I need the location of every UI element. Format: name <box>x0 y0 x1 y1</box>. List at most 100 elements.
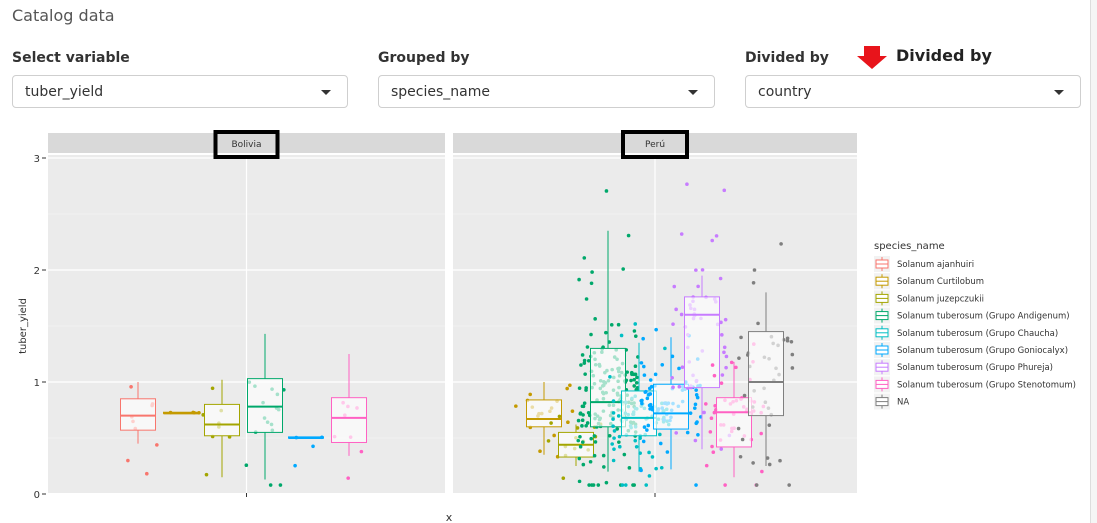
data-point <box>625 370 630 374</box>
data-point <box>719 381 724 385</box>
box <box>748 331 784 417</box>
facet-label-highlight <box>621 130 689 159</box>
box <box>331 397 367 443</box>
data-point <box>674 431 679 435</box>
data-point <box>722 188 727 193</box>
data-point <box>359 449 364 454</box>
data-point <box>293 463 297 468</box>
data-point <box>144 471 149 476</box>
data-point <box>578 412 583 416</box>
chevron-down-icon <box>1054 90 1064 95</box>
data-point <box>790 352 795 357</box>
data-point <box>611 411 616 415</box>
data-point <box>639 468 643 473</box>
y-tick-label: 3 <box>34 154 40 165</box>
data-point <box>665 450 670 454</box>
data-point <box>639 361 644 365</box>
data-point <box>593 317 597 321</box>
box <box>653 383 689 430</box>
data-point <box>704 463 709 468</box>
data-point <box>642 373 647 377</box>
box <box>684 296 720 389</box>
data-point <box>708 430 713 434</box>
data-point <box>654 327 658 332</box>
data-point <box>587 483 591 487</box>
select-variable-value: tuber_yield <box>25 84 104 100</box>
data-point <box>634 381 639 385</box>
data-point <box>596 483 601 487</box>
legend-title: species_name <box>874 241 945 252</box>
data-point <box>640 401 644 406</box>
data-point <box>565 386 569 391</box>
data-point <box>751 461 755 465</box>
data-point <box>685 430 690 435</box>
data-point <box>579 363 583 367</box>
data-point <box>580 353 585 357</box>
data-point <box>647 474 652 478</box>
data-point <box>582 358 587 363</box>
data-point <box>611 424 615 429</box>
data-point <box>618 444 622 449</box>
data-point <box>633 364 638 368</box>
data-point <box>648 402 653 407</box>
data-point <box>694 483 698 487</box>
data-point <box>577 277 581 282</box>
data-point <box>679 232 684 236</box>
data-point <box>278 483 283 487</box>
data-point <box>561 476 566 480</box>
data-point <box>601 453 606 458</box>
chevron-down-icon <box>321 90 331 95</box>
data-point <box>722 345 727 350</box>
down-arrow-icon <box>857 46 887 69</box>
data-point <box>714 234 719 238</box>
data-point <box>582 361 587 365</box>
data-point <box>719 320 723 325</box>
data-point <box>649 384 654 389</box>
data-point <box>677 366 681 371</box>
data-point <box>658 432 662 437</box>
data-point <box>767 462 772 467</box>
data-point <box>693 406 697 410</box>
facet-label: Perú <box>645 140 665 150</box>
grouped-by-label: Grouped by <box>378 50 470 66</box>
data-point <box>268 483 273 487</box>
data-point <box>710 444 714 449</box>
data-point <box>742 393 747 398</box>
data-point <box>643 390 648 394</box>
divided-by-dropdown[interactable]: country <box>745 75 1081 108</box>
data-point <box>580 418 585 422</box>
data-point <box>582 256 587 260</box>
data-point <box>641 439 646 444</box>
data-point <box>644 483 649 487</box>
box <box>590 347 626 428</box>
grouped-by-dropdown[interactable]: species_name <box>378 75 715 108</box>
data-point <box>586 411 591 415</box>
box <box>204 403 240 437</box>
facet-label-highlight <box>213 130 280 159</box>
data-point <box>538 449 542 454</box>
data-point <box>580 440 585 444</box>
data-point <box>584 297 589 301</box>
data-point <box>578 434 582 439</box>
box <box>247 378 283 433</box>
data-point <box>754 483 759 487</box>
data-point <box>694 268 698 272</box>
data-point <box>616 322 621 327</box>
data-point <box>575 426 580 430</box>
data-point <box>568 383 572 388</box>
data-point <box>581 413 585 417</box>
data-point <box>734 365 738 370</box>
data-point <box>622 452 627 457</box>
legend-entry-label: Solanum juzepczukii <box>897 294 984 304</box>
box <box>716 397 752 448</box>
data-point <box>660 363 665 367</box>
x-axis-title: x <box>446 511 453 523</box>
data-point <box>693 438 698 443</box>
data-point <box>709 416 714 421</box>
data-point <box>740 437 745 442</box>
y-tick-label: 2 <box>34 266 40 277</box>
data-point <box>695 395 700 400</box>
data-point <box>346 476 350 480</box>
select-variable-dropdown[interactable]: tuber_yield <box>12 75 348 108</box>
